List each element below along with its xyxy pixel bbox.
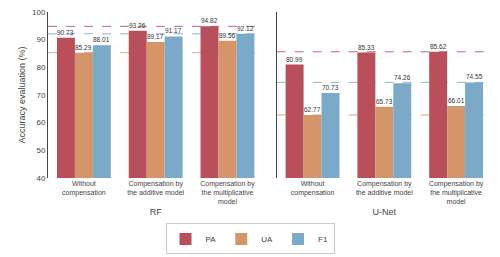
svg-text:85.33: 85.33 [358, 44, 375, 51]
svg-text:Compensation bythe additive mo: Compensation bythe additive model [127, 180, 184, 196]
svg-text:66.01: 66.01 [448, 97, 465, 104]
svg-text:74.26: 74.26 [394, 74, 411, 81]
svg-text:62.77: 62.77 [304, 106, 321, 113]
svg-text:80.99: 80.99 [286, 56, 303, 63]
svg-text:70.73: 70.73 [322, 84, 339, 91]
svg-text:F1: F1 [318, 235, 328, 244]
svg-text:Compensation bythe multiplicat: Compensation bythe multiplicativemodel [429, 180, 484, 205]
svg-text:70: 70 [36, 91, 45, 100]
svg-text:50: 50 [36, 146, 45, 155]
svg-text:65.73: 65.73 [376, 98, 393, 105]
svg-text:80: 80 [36, 63, 45, 72]
svg-text:85.29: 85.29 [75, 44, 92, 51]
svg-text:91.17: 91.17 [165, 27, 182, 34]
svg-text:94.82: 94.82 [201, 17, 218, 24]
svg-text:90.73: 90.73 [57, 29, 74, 36]
svg-text:Withoutcompensation: Withoutcompensation [62, 180, 106, 197]
svg-text:92.12: 92.12 [237, 25, 254, 32]
svg-text:Accuracy evaluation (%): Accuracy evaluation (%) [17, 46, 27, 143]
svg-text:Compensation bythe multiplicat: Compensation bythe multiplicativemodel [200, 180, 255, 205]
svg-text:85.62: 85.62 [430, 43, 447, 50]
svg-text:93.26: 93.26 [129, 22, 146, 29]
svg-text:90: 90 [36, 35, 45, 44]
svg-text:89.56: 89.56 [219, 32, 236, 39]
svg-text:RF: RF [150, 207, 162, 217]
svg-text:89.17: 89.17 [147, 33, 164, 40]
svg-text:PA: PA [206, 235, 217, 244]
svg-text:40: 40 [36, 174, 45, 183]
svg-text:UA: UA [261, 235, 273, 244]
svg-text:100: 100 [32, 8, 46, 17]
svg-text:60: 60 [36, 118, 45, 127]
svg-text:74.55: 74.55 [466, 73, 483, 80]
svg-text:Compensation bythe additive mo: Compensation bythe additive model [356, 180, 413, 196]
svg-text:U-Net: U-Net [373, 207, 397, 217]
svg-text:88.01: 88.01 [93, 36, 110, 43]
svg-text:Withoutcompensation: Withoutcompensation [291, 180, 335, 197]
